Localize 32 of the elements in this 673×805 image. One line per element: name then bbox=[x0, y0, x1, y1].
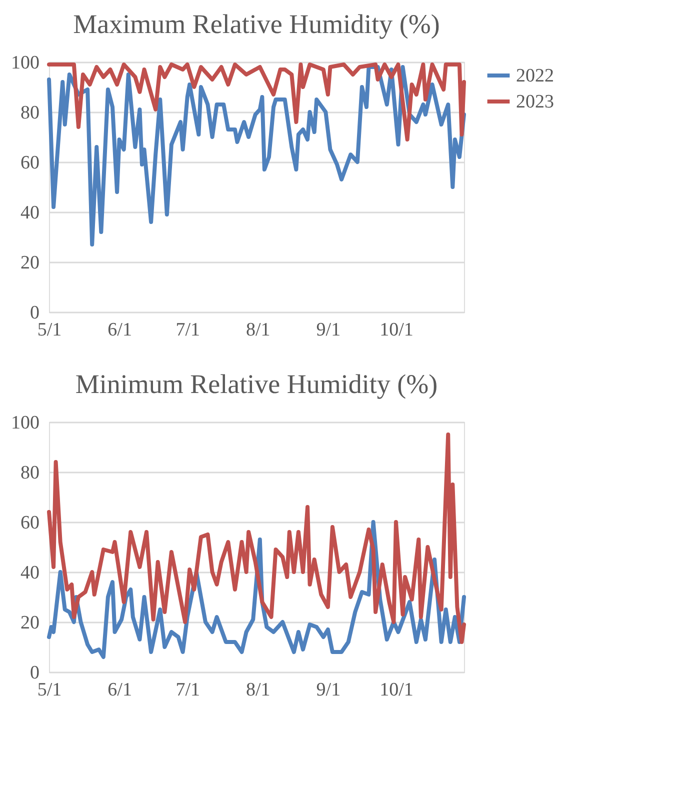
y-tick-label: 40 bbox=[20, 562, 40, 584]
x-tick-label: 7/1 bbox=[176, 680, 200, 700]
x-tick-label: 6/1 bbox=[108, 320, 132, 340]
x-tick-label: 9/1 bbox=[316, 680, 341, 700]
y-tick-label: 0 bbox=[30, 302, 40, 324]
y-tick-label: 80 bbox=[20, 462, 40, 484]
x-tick-label: 10/1 bbox=[380, 680, 414, 700]
y-tick-label: 20 bbox=[20, 612, 40, 634]
line-series bbox=[47, 62, 466, 142]
chart-title: Minimum Relative Humidity (%) bbox=[75, 369, 438, 399]
x-tick-label: 7/1 bbox=[176, 320, 200, 340]
line-series bbox=[47, 520, 466, 659]
chart-title: Maximum Relative Humidity (%) bbox=[73, 9, 440, 39]
x-tick-label: 10/1 bbox=[380, 320, 414, 340]
x-tick-label: 8/1 bbox=[246, 320, 270, 340]
line-series bbox=[47, 432, 466, 644]
x-tick-label: 5/1 bbox=[37, 320, 62, 340]
y-tick-label: 0 bbox=[30, 662, 40, 684]
legend-label: 2022 bbox=[516, 66, 554, 86]
y-tick-label: 100 bbox=[11, 412, 40, 434]
x-tick-label: 5/1 bbox=[37, 680, 62, 700]
line-series bbox=[47, 65, 466, 246]
x-tick-label: 9/1 bbox=[316, 320, 341, 340]
y-tick-label: 40 bbox=[20, 202, 40, 224]
legend-label: 2023 bbox=[516, 92, 554, 112]
y-tick-label: 100 bbox=[11, 52, 40, 74]
y-tick-label: 60 bbox=[20, 512, 40, 534]
y-tick-label: 60 bbox=[20, 152, 40, 174]
y-tick-label: 20 bbox=[20, 252, 40, 274]
x-tick-label: 8/1 bbox=[246, 680, 270, 700]
x-tick-label: 6/1 bbox=[108, 680, 132, 700]
y-tick-label: 80 bbox=[20, 102, 40, 124]
